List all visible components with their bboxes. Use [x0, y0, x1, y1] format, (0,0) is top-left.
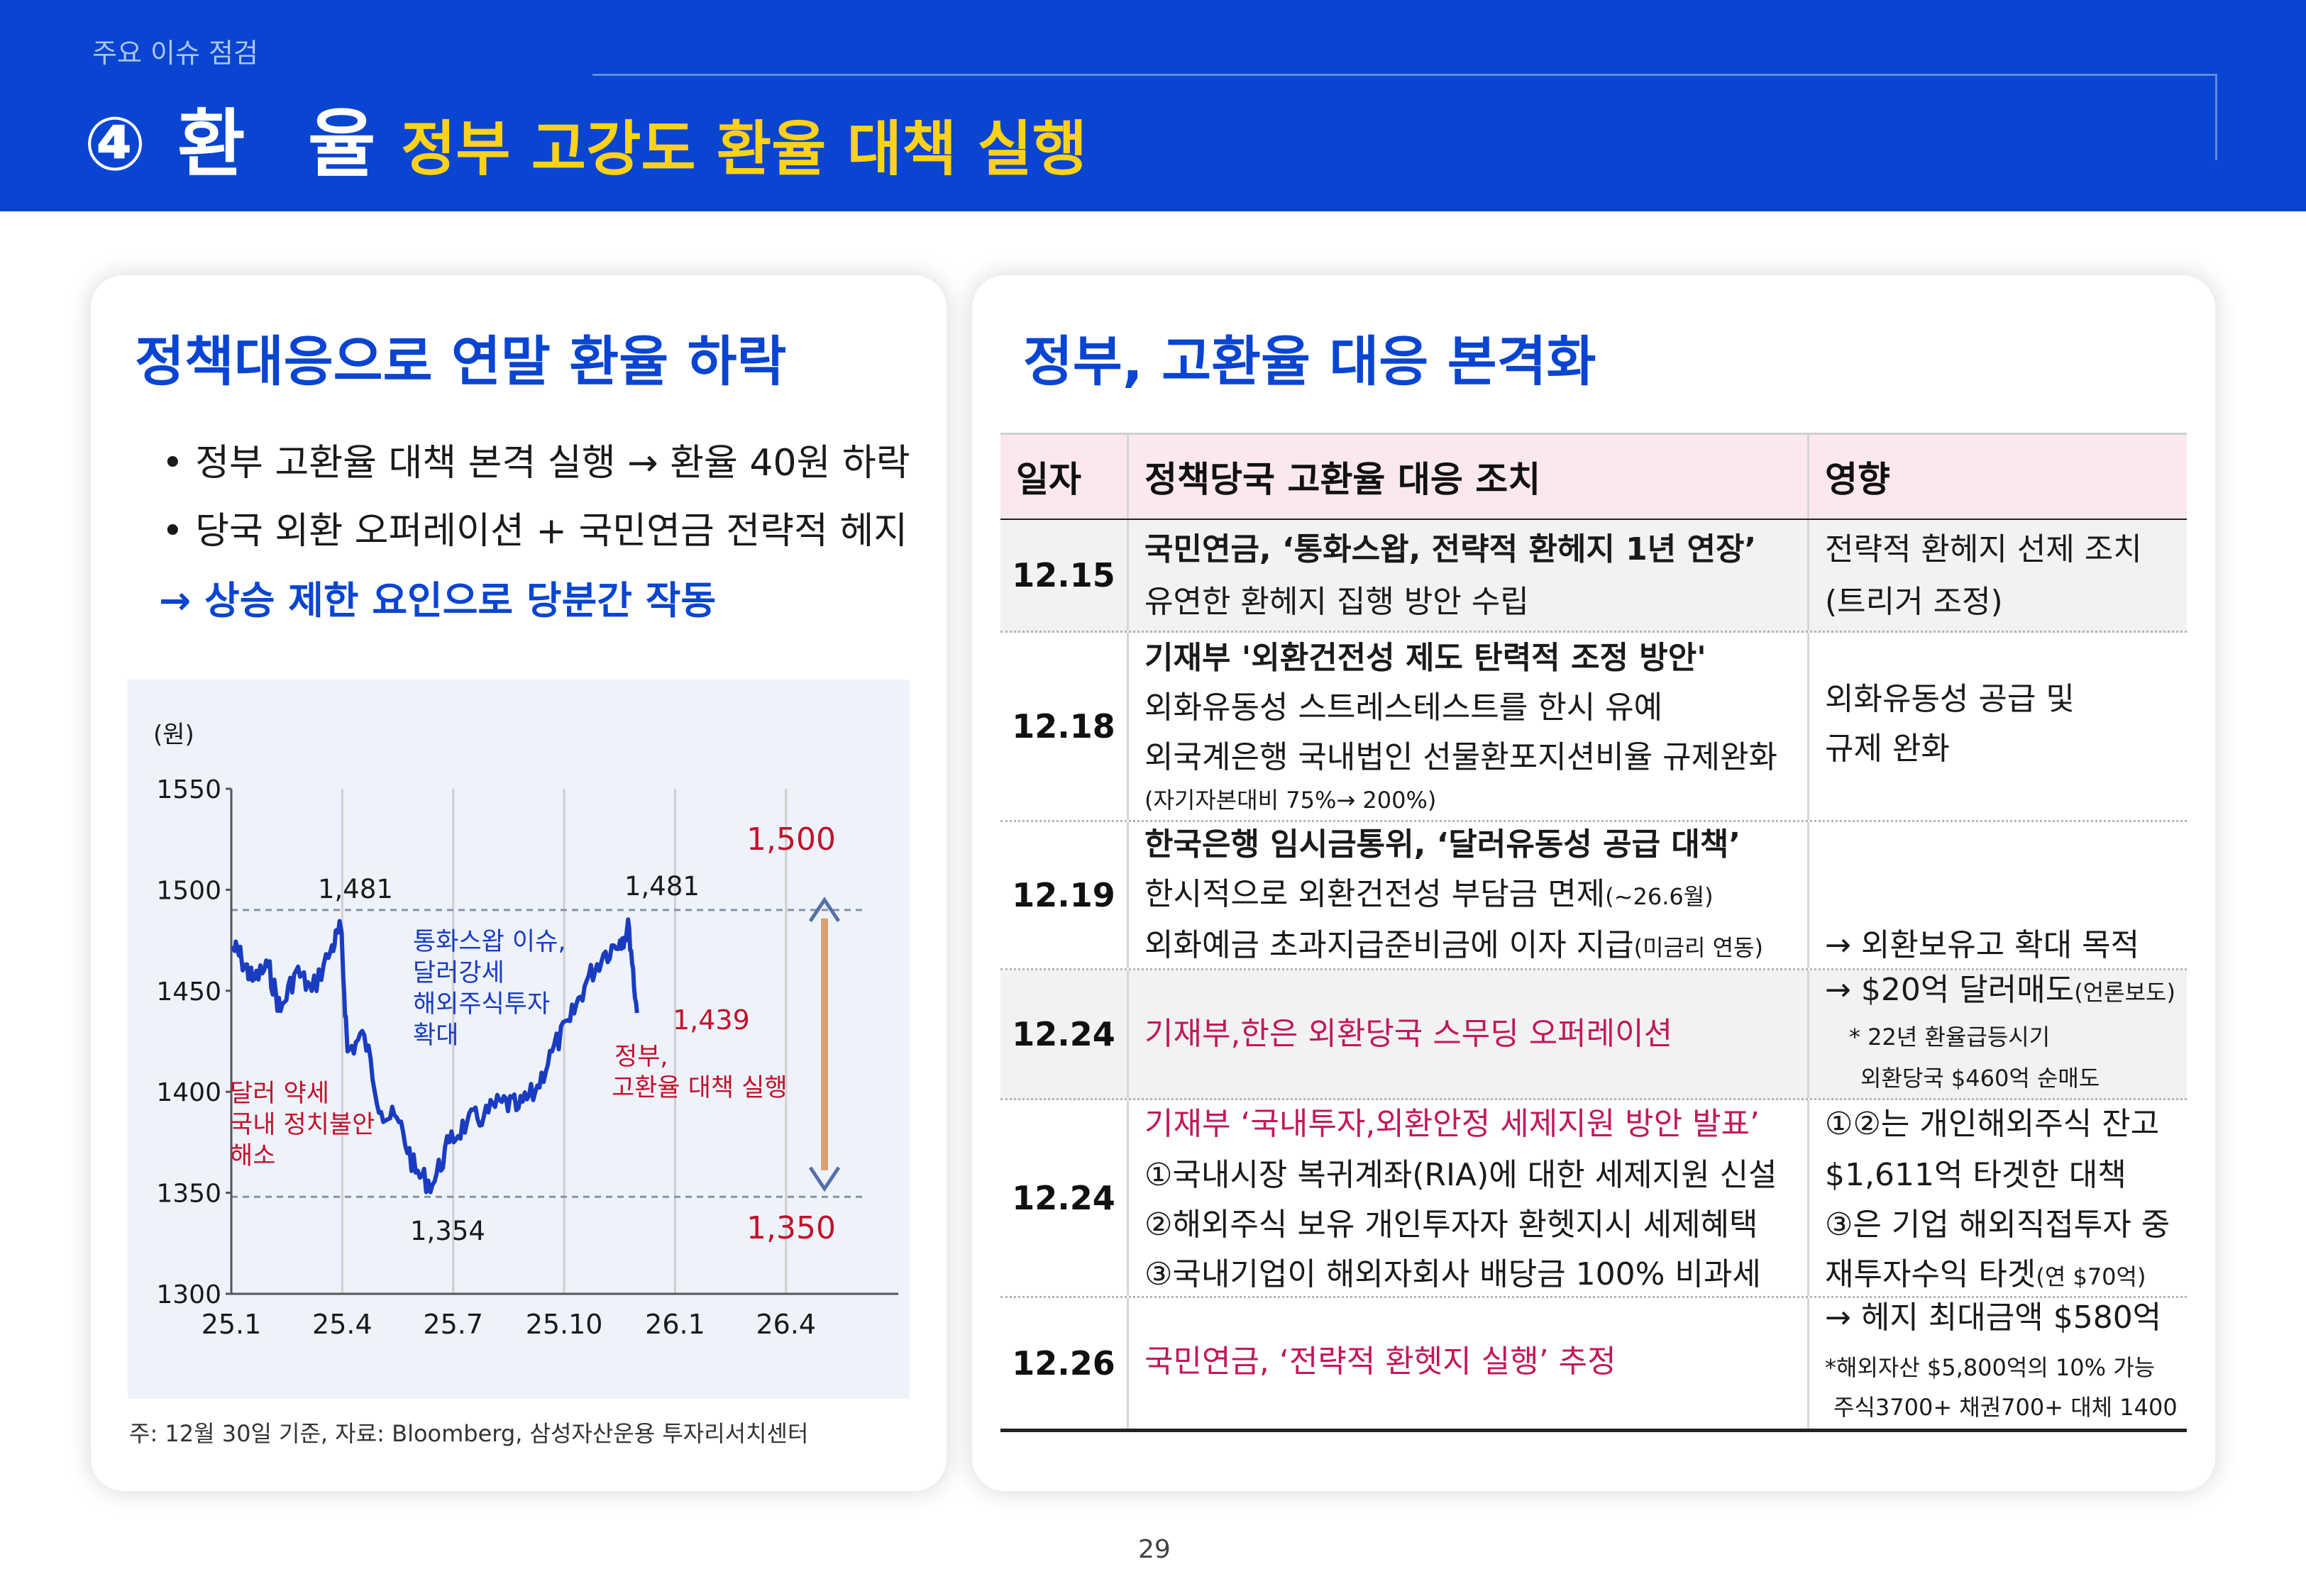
row-effect: 외화유동성 공급 및 규제 완화 — [1825, 681, 2075, 767]
label-upper-bound: 1,500 — [746, 821, 836, 858]
row-date: 12.24 — [1000, 1100, 1129, 1296]
row-measures: 기재부 '외환건전성 제도 탄력적 조정 방안' 외화유동성 스트레스테스트를 … — [1129, 633, 1809, 820]
y-tick-label: 1350 — [156, 1180, 221, 1209]
y-tick-label: 1400 — [156, 1078, 221, 1107]
header-measure: 정책당국 고환율 대응 조치 — [1144, 459, 1541, 500]
y-tick-label: 1300 — [156, 1280, 221, 1309]
row-effect: → 헤지 최대금액 $580억 *해외자산 $5,800억의 10% 가능 주식… — [1825, 1299, 2178, 1421]
y-axis-unit: (원) — [153, 721, 194, 749]
chart-canvas: 1550 1500 1450 1400 1350 1300 25.1 25.4 25.7 25.… — [156, 775, 898, 1340]
row-effect: ①②는 개인해외주식 잔고 $1,611억 타겟한 대책 ③은 기업 해외직접투… — [1825, 1106, 2170, 1292]
page-subtitle: 정부 고강도 환율 대책 실행 — [401, 114, 1088, 184]
x-tick-label: 25.7 — [423, 1309, 483, 1340]
right-card-title: 정부, 고환율 대응 본격화 — [1023, 330, 1596, 393]
annotation-swap: 통화스왑 이슈, 달러강세 해외주식투자 확대 — [413, 928, 566, 1050]
annotation-gov: 정부, 고환율 대책 실행 — [612, 1043, 788, 1102]
table-header-row: 일자 정책당국 고환율 대응 조치 영향 — [1000, 433, 2187, 522]
row-measures: 기재부 ‘국내투자,외환안정 세제지원 방안 발표’ ①국내시장 복귀계좌(RI… — [1129, 1100, 1809, 1296]
row-date: 12.24 — [1000, 970, 1129, 1098]
x-tick-label: 25.4 — [312, 1309, 373, 1340]
table-row: 12.24 기재부 ‘국내투자,외환안정 세제지원 방안 발표’ ①국내시장 복… — [1000, 1100, 2187, 1298]
page-number: 29 — [1138, 1535, 1171, 1564]
y-tick-label: 1450 — [156, 977, 221, 1007]
exchange-rate-chart: 1550 1500 1450 1400 1350 1300 25.1 25.4 25.7 25.… — [128, 680, 910, 1399]
label-low: 1,354 — [410, 1216, 485, 1246]
label-high-left: 1,481 — [318, 874, 393, 904]
section-kicker: 주요 이슈 점검 — [92, 38, 258, 69]
row-measures: 국민연금, ‘통화스왑, 전략적 환헤지 1년 연장’ 유연한 환헤지 집행 방… — [1129, 520, 1809, 631]
table-row: 12.24 기재부,한은 외환당국 스무딩 오퍼레이션 → $20억 달러매도(… — [1000, 970, 2187, 1100]
row-measures: 한국은행 임시금통위, ‘달러유동성 공급 대책’ 한시적으로 외환건전성 부담… — [1129, 822, 1809, 968]
x-tick-label: 25.10 — [526, 1309, 603, 1340]
x-tick-label: 26.4 — [756, 1309, 817, 1340]
bullet-item: • 당국 외환 오퍼레이션 + 국민연금 전략적 헤지 — [162, 510, 908, 553]
label-high-right: 1,481 — [624, 871, 700, 902]
header-rule-end — [2215, 74, 2217, 160]
conclusion-line: → 상승 제한 요인으로 당분간 작동 — [159, 578, 717, 623]
table-row: 12.19 한국은행 임시금통위, ‘달러유동성 공급 대책’ 한시적으로 외환… — [1000, 822, 2187, 970]
table-row: 12.18 기재부 '외환건전성 제도 탄력적 조정 방안' 외화유동성 스트레… — [1000, 633, 2187, 822]
section-number: ④ — [84, 101, 147, 187]
y-tick-label: 1500 — [156, 876, 221, 905]
row-measures: 기재부,한은 외환당국 스무딩 오퍼레이션 — [1129, 970, 1809, 1098]
header-date: 일자 — [1016, 459, 1081, 500]
row-date: 12.18 — [1000, 633, 1129, 820]
row-date: 12.26 — [1000, 1298, 1129, 1429]
row-effect: → 외환보유고 확대 목적 — [1825, 927, 2140, 963]
bullet-item: • 정부 고환율 대책 본격 실행 → 환율 40원 하락 — [162, 442, 910, 484]
source-note: 주: 12월 30일 기준, 자료: Bloomberg, 삼성자산운용 투자리… — [129, 1420, 809, 1447]
table-row: 12.15 국민연금, ‘통화스왑, 전략적 환헤지 1년 연장’ 유연한 환헤… — [1000, 520, 2187, 633]
y-tick-label: 1550 — [156, 775, 221, 804]
row-effect: 전략적 환헤지 선제 조치 (트리거 조정) — [1825, 531, 2142, 620]
page-title: 환 율 — [177, 101, 395, 187]
right-card: 정부, 고환율 대응 본격화 일자 정책당국 고환율 대응 조치 영향 12.1… — [972, 275, 2215, 1491]
label-lower-bound: 1,350 — [746, 1210, 836, 1246]
series-line — [231, 917, 639, 1195]
header-rule — [592, 74, 2217, 76]
row-measures: 국민연금, ‘전략적 환헷지 실행’ 추정 — [1129, 1298, 1809, 1429]
left-card: 정책대응으로 연말 환율 하락 • 정부 고환율 대책 본격 실행 → 환율 4… — [91, 275, 947, 1491]
row-date: 12.19 — [1000, 822, 1129, 968]
label-last: 1,439 — [673, 1004, 750, 1036]
header-effect: 영향 — [1825, 459, 1890, 500]
row-date: 12.15 — [1000, 520, 1129, 631]
x-tick-label: 26.1 — [645, 1309, 705, 1340]
page-header: 주요 이슈 점검 ④ 환 율 정부 고강도 환율 대책 실행 — [0, 0, 2306, 211]
table-row: 12.26 국민연금, ‘전략적 환헷지 실행’ 추정 → 헤지 최대금액 $5… — [1000, 1298, 2187, 1432]
left-card-title: 정책대응으로 연말 환율 하락 — [135, 330, 787, 393]
x-tick-label: 25.1 — [202, 1309, 262, 1340]
row-effect: → $20억 달러매도(언론보도) * 22년 환율급등시기 외환당국 $460… — [1825, 972, 2175, 1092]
range-arrow — [808, 897, 841, 1192]
annotation-weak-dollar: 달러 약세 국내 정치불안 해소 — [230, 1080, 375, 1170]
